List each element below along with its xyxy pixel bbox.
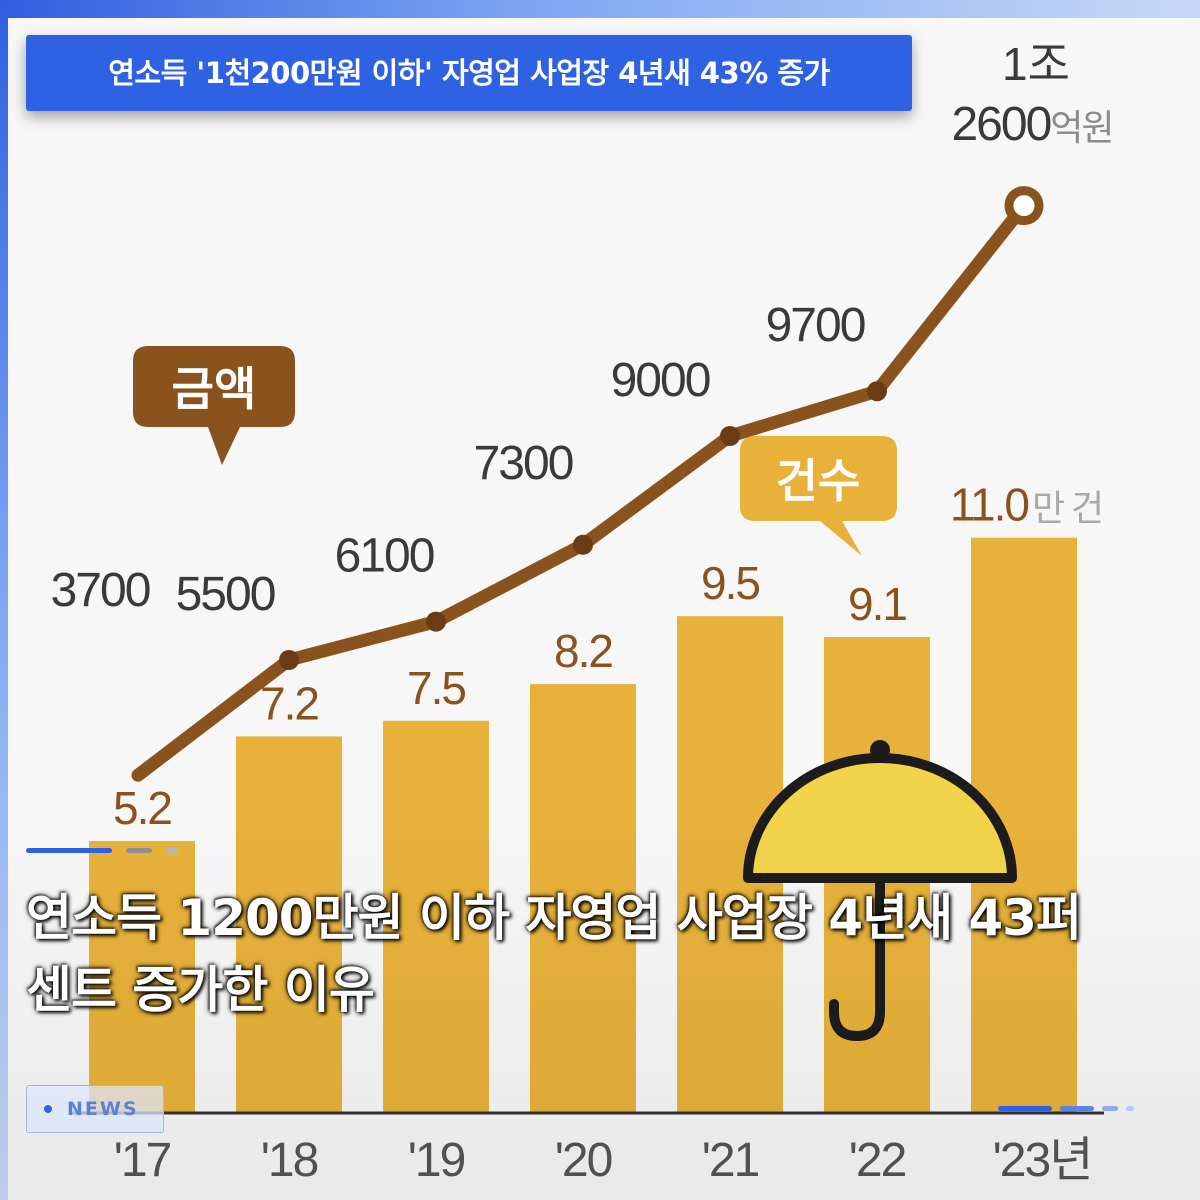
x-tick-0: '17 <box>114 1134 171 1187</box>
line-label-prefix: 1조 <box>1002 38 1070 90</box>
left-accent-strip <box>0 0 8 1200</box>
bar-0 <box>89 841 195 1113</box>
line-label-1: 5500 <box>176 568 275 621</box>
x-tick-1: '18 <box>261 1134 318 1187</box>
line-point-2 <box>426 611 446 632</box>
line-point-3 <box>573 534 593 555</box>
dot-icon <box>44 1105 52 1113</box>
bar-1 <box>236 736 342 1113</box>
indicator-dash <box>126 848 152 853</box>
bar-label-3: 8.2 <box>554 625 612 677</box>
line-point-6 <box>1004 186 1044 226</box>
line-label-3: 7300 <box>474 437 573 490</box>
headline-text: 연소득 '1천200만원 이하' 자영업 사업장 4년새 43% 증가 <box>108 56 830 90</box>
indicator-dash-active <box>26 848 112 853</box>
amount-bubble <box>133 346 295 465</box>
bar-label-5: 9.1 <box>848 578 906 630</box>
x-tick-2: '19 <box>408 1134 465 1187</box>
line-label-0: 3700 <box>51 564 150 617</box>
umbrella-icon <box>743 740 1017 1042</box>
line-label-6: 2600억원 <box>951 98 1112 151</box>
headline-banner: 연소득 '1천200만원 이하' 자영업 사업장 4년새 43% 증가 <box>26 35 912 111</box>
x-tick-5: '22 <box>849 1134 906 1187</box>
count-bubble-label: 건수 <box>776 454 861 508</box>
bar-label-0: 5.2 <box>113 782 171 834</box>
x-tick-4: '21 <box>702 1134 759 1187</box>
line-point-4 <box>720 426 740 446</box>
line-point-5 <box>867 381 887 402</box>
main-title: 연소득 1200만원 이하 자영업 사업장 4년새 43퍼센트 증가한 이유 <box>26 889 1082 1019</box>
x-tick-3: '20 <box>555 1134 612 1187</box>
bar-2 <box>383 720 489 1113</box>
bar-label-2: 7.5 <box>407 662 465 714</box>
news-badge[interactable]: NEWS <box>26 1085 164 1133</box>
bar-label-4: 9.5 <box>701 557 759 609</box>
indicator-dash <box>166 848 178 853</box>
line-point-1 <box>279 650 299 670</box>
line-label-4: 9000 <box>611 354 710 407</box>
bar-label-6: 11.0 만 건 <box>950 479 1102 531</box>
x-tick-6: '23년 <box>993 1134 1092 1187</box>
top-accent-strip <box>0 0 1200 18</box>
bar-3 <box>530 684 636 1113</box>
line-label-2: 6100 <box>335 530 434 583</box>
amount-bubble-label: 금액 <box>172 362 257 416</box>
line-label-5: 9700 <box>766 299 865 352</box>
count-bubble <box>740 436 897 556</box>
bar-label-1: 7.2 <box>260 677 318 729</box>
news-badge-label: NEWS <box>67 1098 139 1120</box>
